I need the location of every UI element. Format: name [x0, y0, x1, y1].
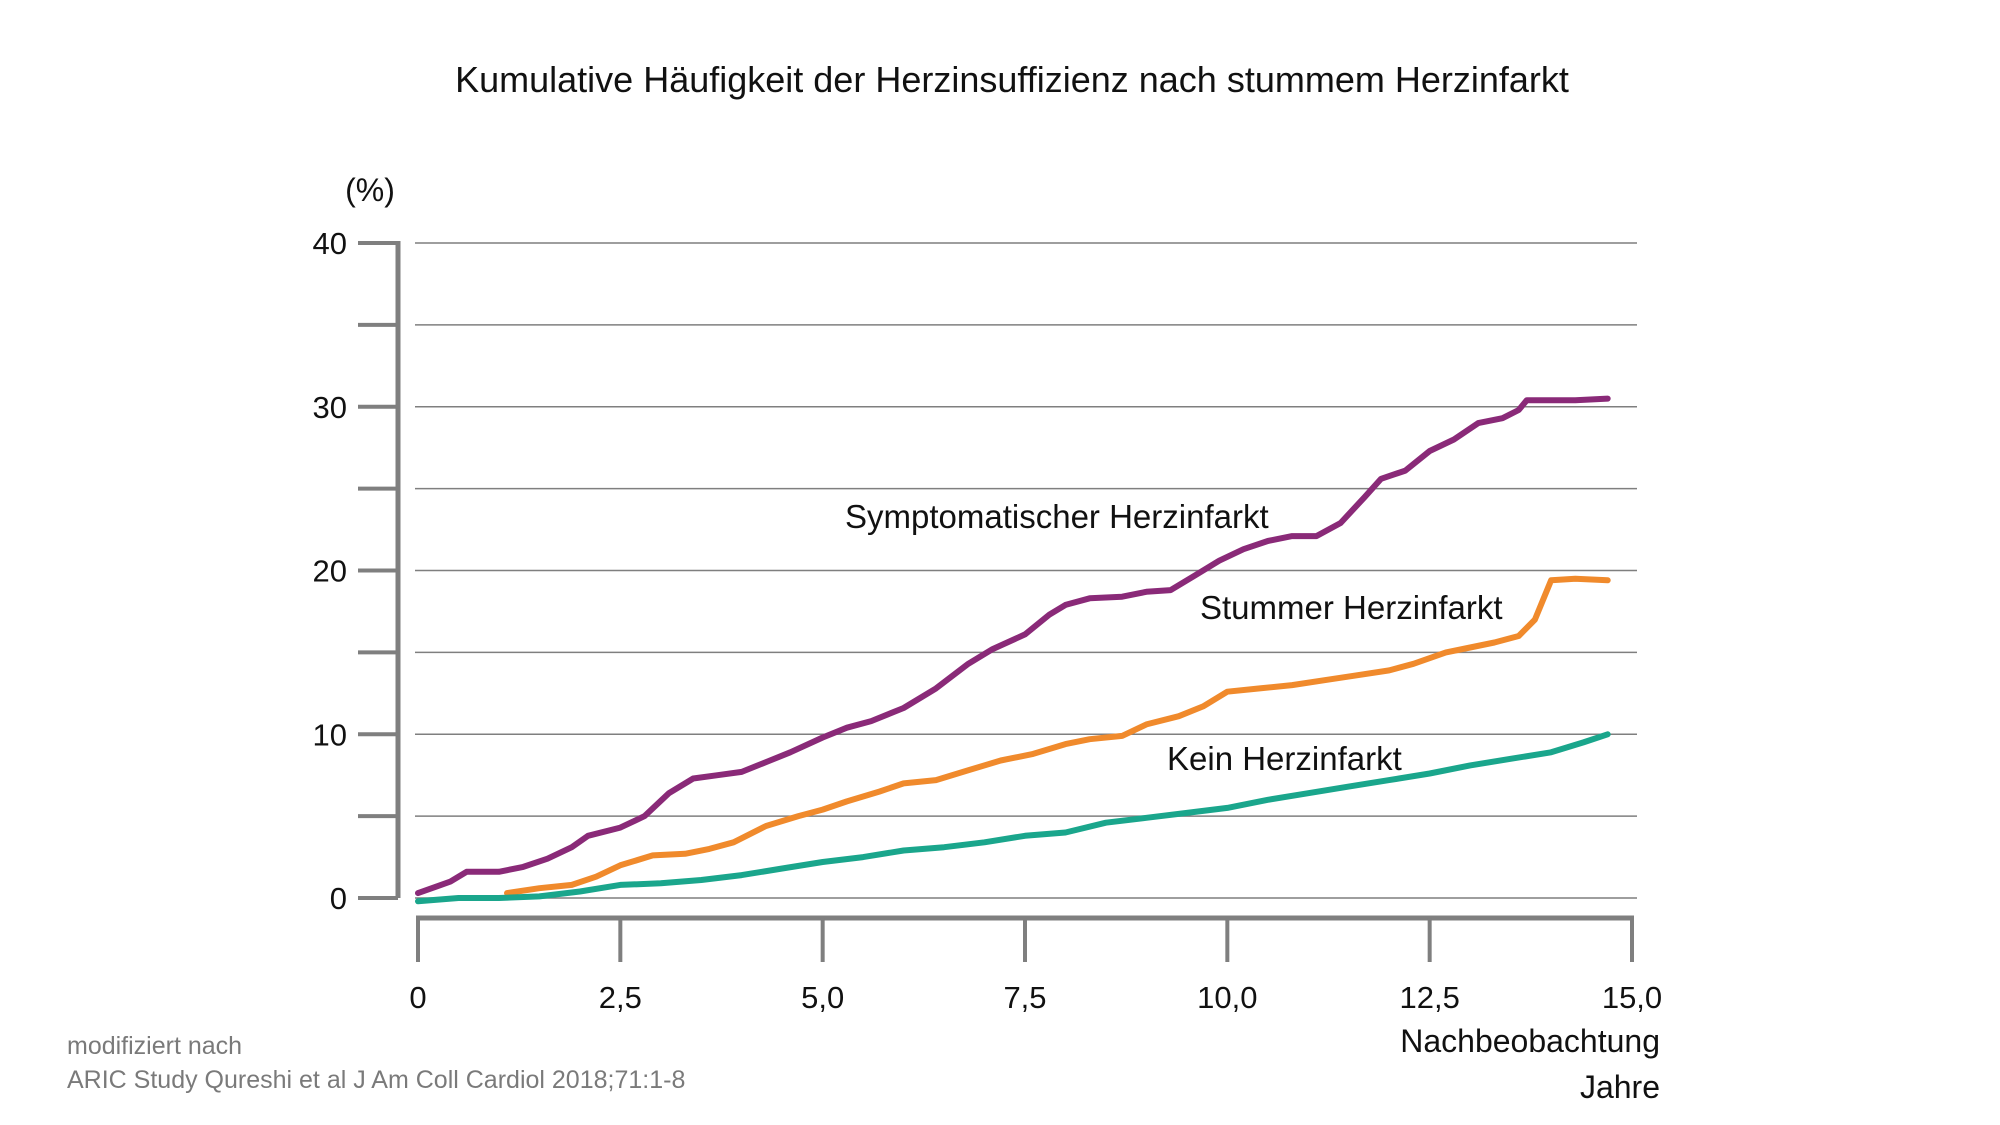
x-axis-label-line2: Jahre	[1580, 1069, 1660, 1105]
x-tick-label: 0	[409, 980, 426, 1015]
series-lines	[415, 395, 1611, 905]
y-tick-label: 0	[330, 881, 347, 916]
chart-title: Kumulative Häufigkeit der Herzinsuffizie…	[455, 59, 1569, 100]
series-label-silent: Stummer Herzinfarkt	[1200, 589, 1503, 626]
source-line2: ARIC Study Qureshi et al J Am Coll Cardi…	[67, 1066, 685, 1094]
x-tick-label: 10,0	[1197, 980, 1257, 1015]
series-line-symptomatic	[415, 395, 1611, 897]
x-tick-label: 15,0	[1602, 980, 1662, 1015]
tick-marks	[358, 241, 1634, 962]
source-line1: modifiziert nach	[67, 1032, 242, 1060]
x-tick-label: 12,5	[1399, 980, 1459, 1015]
y-tick-label: 10	[313, 717, 347, 752]
x-tick-label: 2,5	[599, 980, 642, 1015]
y-tick-label: 40	[313, 226, 347, 261]
x-tick-label: 5,0	[801, 980, 844, 1015]
y-tick-label: 30	[313, 390, 347, 425]
x-axis-label-line1: Nachbeobachtung	[1400, 1023, 1660, 1059]
y-tick-label: 20	[313, 554, 347, 589]
series-line-none	[415, 731, 1611, 905]
series-line-silent	[504, 575, 1611, 897]
tick-labels: 0 10 20 30 40 0 2,5 5,0 7,5 10,0 12,5 15,0	[313, 226, 1663, 1015]
y-axis-label: (%)	[345, 172, 395, 208]
series-label-symptomatic: Symptomatischer Herzinfarkt	[845, 498, 1269, 535]
series-label-none: Kein Herzinfarkt	[1167, 740, 1402, 777]
grid	[415, 242, 1637, 899]
x-tick-label: 7,5	[1003, 980, 1046, 1015]
